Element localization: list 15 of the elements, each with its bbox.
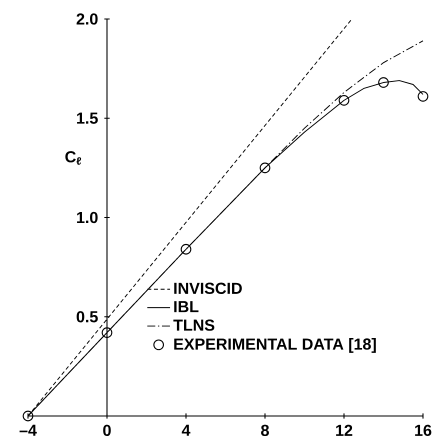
y-tick-label: 0.5 xyxy=(76,311,98,322)
y-tick-label: 1.0 xyxy=(77,212,98,224)
legend-label: TLNS xyxy=(173,320,214,331)
y-axis-title: C$_{ℓ}$ xyxy=(65,151,82,165)
legend-label: EXPERIMENTAL DATA [18] xyxy=(174,338,376,353)
legend-label: INVISCID xyxy=(174,282,242,294)
x-tick-label: 12 xyxy=(336,424,352,436)
x-tick-label: 16 xyxy=(415,424,432,436)
y-tick-label: 2.0 xyxy=(76,13,98,25)
legend-label: IBL xyxy=(174,301,198,312)
x-tick-label: –4 xyxy=(20,424,37,436)
x-tick-label: 8 xyxy=(261,424,269,436)
y-tick-label: 1.5 xyxy=(77,112,98,124)
x-tick-label: 0 xyxy=(103,424,111,436)
x-tick-label: 4 xyxy=(182,424,190,436)
